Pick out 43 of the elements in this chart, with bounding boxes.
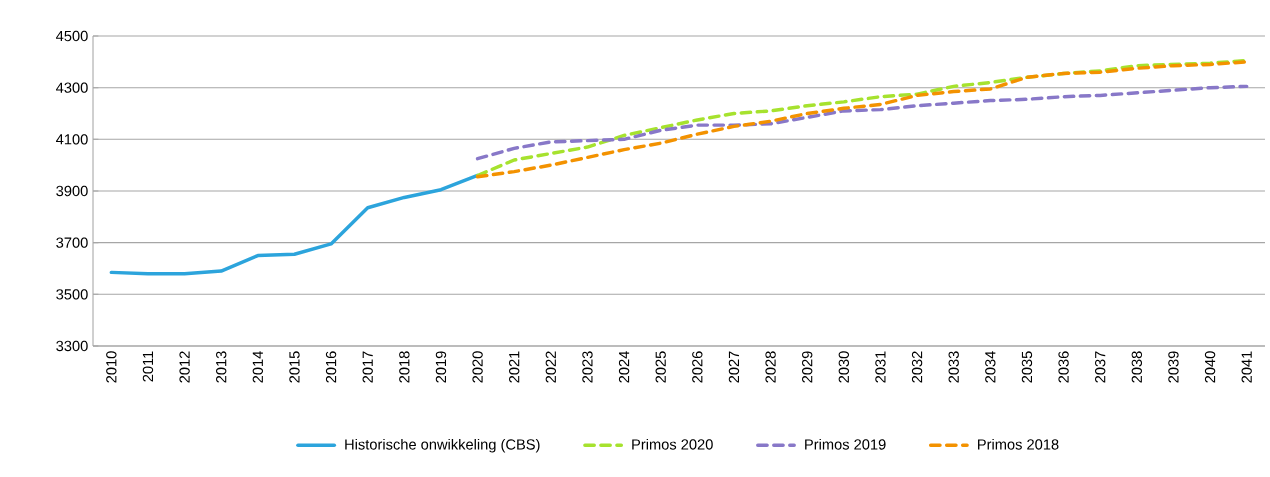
x-tick-label: 2031	[875, 351, 886, 383]
x-tick-label: 2012	[179, 351, 190, 383]
x-tick-label: 2036	[1058, 351, 1069, 383]
x-tick-label: 2033	[948, 351, 959, 383]
y-tick-label: 3500	[56, 289, 88, 300]
x-tick-label: 2020	[472, 351, 483, 383]
x-tick-label: 2032	[911, 351, 923, 383]
x-tick-label: 2010	[106, 351, 117, 383]
y-tick-label: 4100	[56, 134, 88, 145]
x-tick-label: 2028	[765, 351, 776, 383]
y-tick-label: 3900	[56, 185, 88, 197]
x-tick-label: 2021	[509, 351, 520, 383]
x-tick-label: 2013	[216, 351, 227, 383]
x-tick-label: 2011	[142, 351, 154, 382]
y-tick-label: 3700	[56, 237, 88, 248]
legend-label: Primos 2019	[805, 438, 886, 450]
legend-label: Primos 2018	[978, 438, 1059, 450]
x-tick-label: 2015	[289, 351, 300, 383]
x-tick-label: 2026	[692, 351, 703, 383]
x-tick-label: 2037	[1095, 351, 1106, 383]
y-tick-label: 3300	[56, 340, 88, 352]
x-tick-label: 2030	[838, 351, 850, 383]
legend-label: Primos 2020	[632, 438, 713, 450]
x-tick-label: 2022	[545, 351, 557, 383]
x-tick-label: 2041	[1241, 351, 1252, 383]
y-tick-label: 4300	[56, 82, 88, 93]
x-tick-label: 2017	[362, 351, 373, 383]
x-tick-label: 2035	[1021, 351, 1033, 383]
y-tick-label: 4500	[56, 30, 88, 42]
x-tick-label: 2019	[435, 351, 447, 383]
x-tick-label: 2014	[252, 351, 264, 383]
x-tick-label: 2018	[399, 351, 410, 383]
x-tick-label: 2023	[582, 351, 593, 383]
x-tick-label: 2040	[1204, 351, 1216, 383]
x-tick-label: 2038	[1131, 351, 1143, 383]
x-tick-label: 2025	[655, 351, 666, 383]
x-tick-label: 2039	[1168, 351, 1179, 383]
x-tick-label: 2029	[802, 351, 813, 383]
x-tick-label: 2016	[325, 351, 337, 383]
legend-label: Historische onwikkeling (CBS)	[345, 438, 540, 453]
x-tick-label: 2027	[728, 351, 740, 383]
x-tick-label: 2034	[985, 351, 996, 383]
x-tick-label: 2024	[618, 351, 630, 383]
